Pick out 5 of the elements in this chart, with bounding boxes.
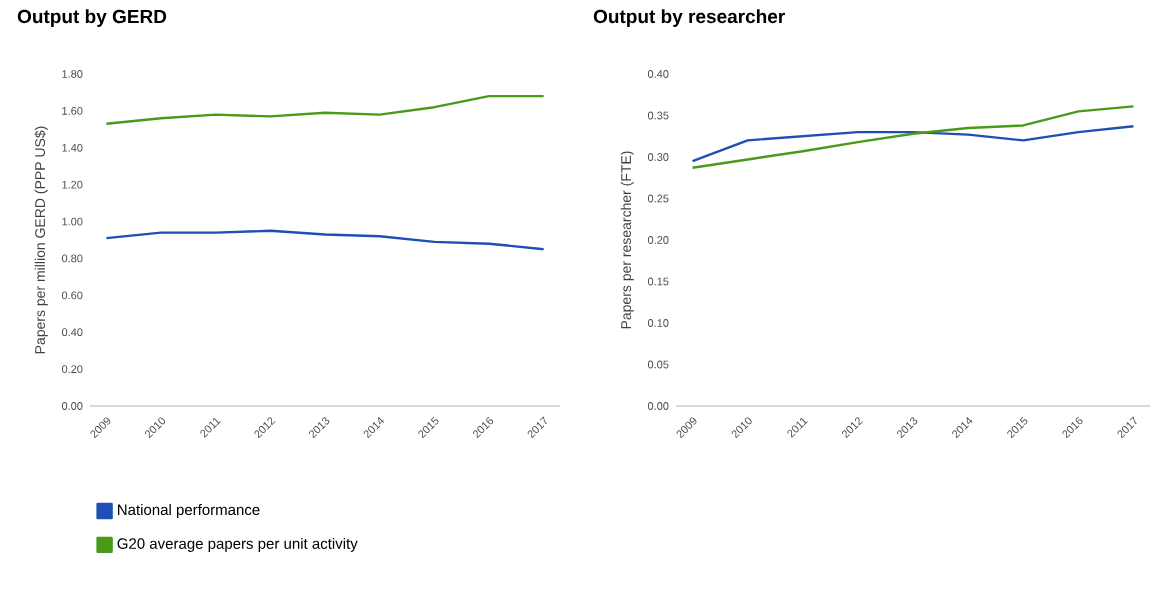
line-series: [105, 229, 545, 251]
line-series: [105, 94, 545, 125]
chart-title: Output by researcher: [593, 9, 785, 27]
chart-title: Output by GERD: [17, 9, 167, 27]
line-series: [691, 105, 1135, 169]
